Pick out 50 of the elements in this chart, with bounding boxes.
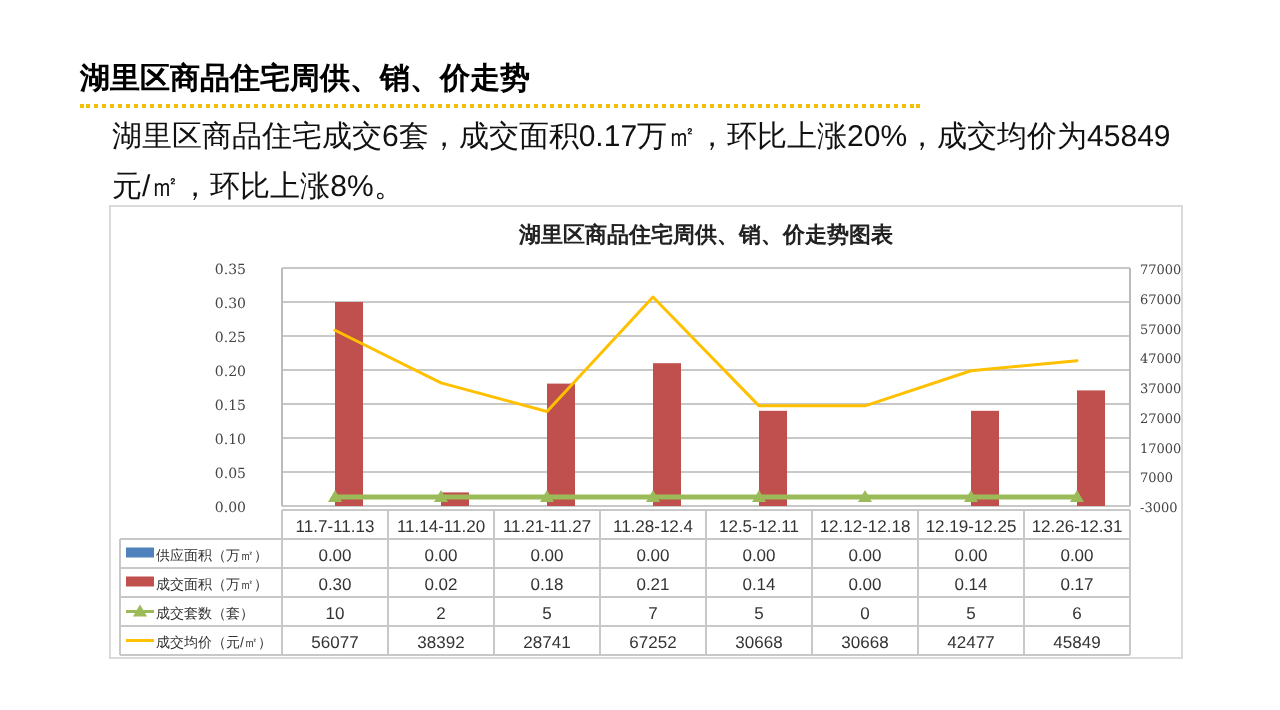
bar [653, 363, 681, 506]
data-label: 2 [436, 602, 447, 623]
data-label: 0.00 [954, 544, 989, 565]
bar [759, 410, 787, 506]
data-label: 30668 [735, 631, 784, 652]
data-label: 0.00 [742, 544, 777, 565]
data-label: 0.00 [1060, 544, 1095, 565]
text: 湖里区商品住宅周供、销、价走势 [80, 60, 920, 108]
data-label: 38392 [417, 631, 466, 652]
data-label: 0.00 [424, 544, 459, 565]
data-label: 28741 [523, 631, 572, 652]
x-tick-label: 11.21-11.27 [502, 515, 592, 536]
text: 湖里区商品住宅成交6套，成交面积0.17万㎡，环比上涨20%，成交均价为45849元/㎡，环比上涨8%。 [112, 118, 1173, 208]
x-tick-label: 11.28-12.4 [612, 515, 694, 536]
data-label: 0.00 [848, 573, 883, 594]
x-tick-label: 12.5-12.11 [718, 515, 800, 536]
data-label: 0.14 [954, 573, 989, 594]
data-label: 0.00 [636, 544, 671, 565]
data-label: 45849 [1053, 631, 1102, 652]
data-label: 7 [648, 602, 659, 623]
data-label: 10 [325, 602, 345, 623]
data-label: 5 [542, 602, 553, 623]
data-label: 0.17 [1060, 573, 1095, 594]
data-label: 0.00 [848, 544, 883, 565]
chart-title: 湖里区商品住宅周供、销、价走势图表 [517, 222, 895, 248]
data-label: 0.18 [530, 573, 565, 594]
bar [1077, 390, 1105, 506]
data-label: 56077 [311, 631, 360, 652]
bar [971, 410, 999, 506]
data-label: 30668 [841, 631, 890, 652]
data-label: 0.00 [530, 544, 565, 565]
x-tick-label: 12.12-12.18 [819, 515, 911, 536]
data-label: 5 [966, 602, 977, 623]
data-label: 67252 [629, 631, 678, 652]
line-series [333, 295, 1079, 414]
bar [547, 383, 575, 506]
data-label: 0.21 [636, 573, 671, 594]
data-label: 0.30 [318, 573, 353, 594]
bar [335, 302, 363, 506]
data-label: 0 [860, 602, 871, 623]
x-tick-label: 12.19-12.25 [925, 515, 1017, 536]
x-tick-label: 12.26-12.31 [1031, 515, 1123, 536]
data-label: 0.02 [424, 573, 459, 594]
data-label: 42477 [947, 631, 996, 652]
data-label: 6 [1072, 602, 1083, 623]
data-label: 0.14 [742, 573, 777, 594]
data-label: 5 [754, 602, 765, 623]
x-tick-label: 11.7-11.13 [295, 515, 375, 536]
x-tick-label: 11.14-11.20 [396, 515, 486, 536]
data-label: 0.00 [318, 544, 353, 565]
